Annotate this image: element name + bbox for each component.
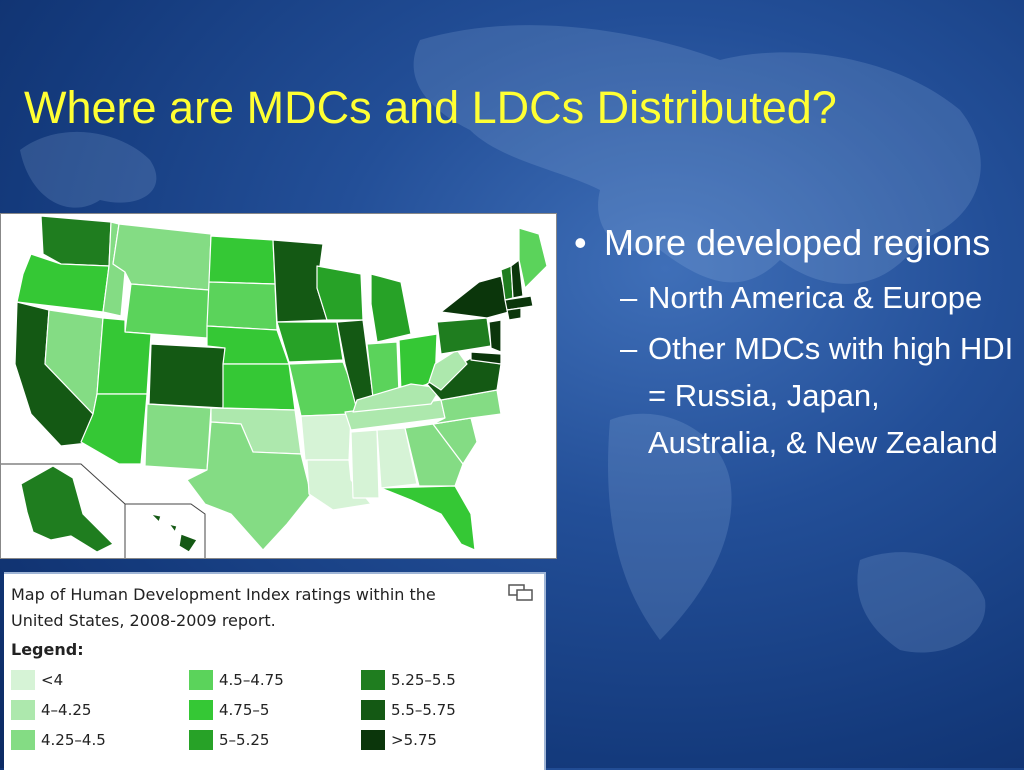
legend-swatch <box>189 730 213 750</box>
legend-item: 4–4.25 <box>11 698 91 722</box>
map-caption-text: Map of Human Development Index ratings w… <box>11 585 436 630</box>
legend-swatch <box>361 670 385 690</box>
legend-swatch <box>11 670 35 690</box>
state-new-jersey <box>488 319 502 353</box>
state-arizona <box>80 393 148 465</box>
legend-item: 5.5–5.75 <box>361 698 456 722</box>
state-kansas <box>222 363 296 411</box>
state-new-york <box>440 275 510 319</box>
state-alabama <box>376 427 418 489</box>
legend-swatch <box>189 670 213 690</box>
legend-label: 4.5–4.75 <box>219 671 284 689</box>
legend-label: 4.75–5 <box>219 701 270 719</box>
map-caption-panel: Map of Human Development Index ratings w… <box>4 572 546 770</box>
legend-swatch <box>11 700 35 720</box>
legend-swatch <box>361 700 385 720</box>
state-hawaii <box>150 513 198 553</box>
state-texas <box>186 421 312 551</box>
legend-item: 4.25–4.5 <box>11 728 106 752</box>
state-florida <box>380 485 476 551</box>
state-connecticut <box>506 307 522 321</box>
state-colorado <box>148 343 226 409</box>
state-south-dakota <box>206 281 278 331</box>
legend-label: 4–4.25 <box>41 701 92 719</box>
sub-bullet-text: North America & Europe <box>648 280 983 315</box>
state-north-dakota <box>208 235 276 285</box>
bullet-marker: • <box>574 222 587 263</box>
legend-swatch <box>361 730 385 750</box>
state-georgia <box>404 423 464 487</box>
legend-item: 5–5.25 <box>189 728 269 752</box>
legend-item: 4.75–5 <box>189 698 269 722</box>
legend-title: Legend: <box>11 640 84 659</box>
state-new-mexico <box>144 403 212 471</box>
state-arkansas <box>300 413 352 461</box>
state-maine <box>518 227 548 289</box>
bullet-list: • More developed regions – North America… <box>574 216 1014 466</box>
state-mississippi <box>350 429 380 499</box>
state-wyoming <box>124 283 210 339</box>
legend-swatch <box>11 730 35 750</box>
bullet-text: More developed regions <box>604 222 991 263</box>
state-new-hampshire <box>510 259 524 299</box>
legend-label: 5.5–5.75 <box>391 701 456 719</box>
expand-icon[interactable] <box>508 584 534 602</box>
legend-item: >5.75 <box>361 728 437 752</box>
sub-bullet-marker: – <box>620 331 638 366</box>
state-michigan <box>370 273 412 343</box>
state-alaska <box>20 465 114 553</box>
state-iowa <box>276 321 344 363</box>
legend-item: <4 <box>11 668 63 692</box>
us-hdi-map <box>0 213 557 559</box>
state-kentucky <box>352 383 442 413</box>
state-maryland <box>470 351 502 365</box>
us-map-graphic <box>1 215 548 558</box>
legend-label: >5.75 <box>391 731 437 749</box>
state-wisconsin <box>316 265 364 321</box>
sub-bullet-item: – Other MDCs with high HDI = Russia, Jap… <box>574 325 1014 466</box>
legend-label: <4 <box>41 671 64 689</box>
legend-item: 4.5–4.75 <box>189 668 284 692</box>
legend-label: 4.25–4.5 <box>41 731 106 749</box>
state-washington <box>40 215 112 267</box>
sub-bullet-marker: – <box>620 280 638 315</box>
sub-bullet-item: – North America & Europe <box>574 274 1014 321</box>
sub-bullet-text: Other MDCs with high HDI = Russia, Japan… <box>648 331 1014 460</box>
legend-item: 5.25–5.5 <box>361 668 456 692</box>
state-montana <box>112 223 212 291</box>
legend-label: 5–5.25 <box>219 731 270 749</box>
state-pennsylvania <box>436 317 492 355</box>
legend-label: 5.25–5.5 <box>391 671 456 689</box>
slide-title: Where are MDCs and LDCs Distributed? <box>24 82 837 133</box>
legend-swatch <box>189 700 213 720</box>
bullet-item: • More developed regions <box>574 216 1014 270</box>
state-massachusetts <box>504 295 534 311</box>
